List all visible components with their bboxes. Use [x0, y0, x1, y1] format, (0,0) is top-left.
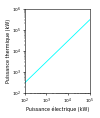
Y-axis label: Puissance thermique (kW): Puissance thermique (kW)	[6, 19, 11, 83]
X-axis label: Puissance électrique (kW): Puissance électrique (kW)	[26, 107, 89, 112]
